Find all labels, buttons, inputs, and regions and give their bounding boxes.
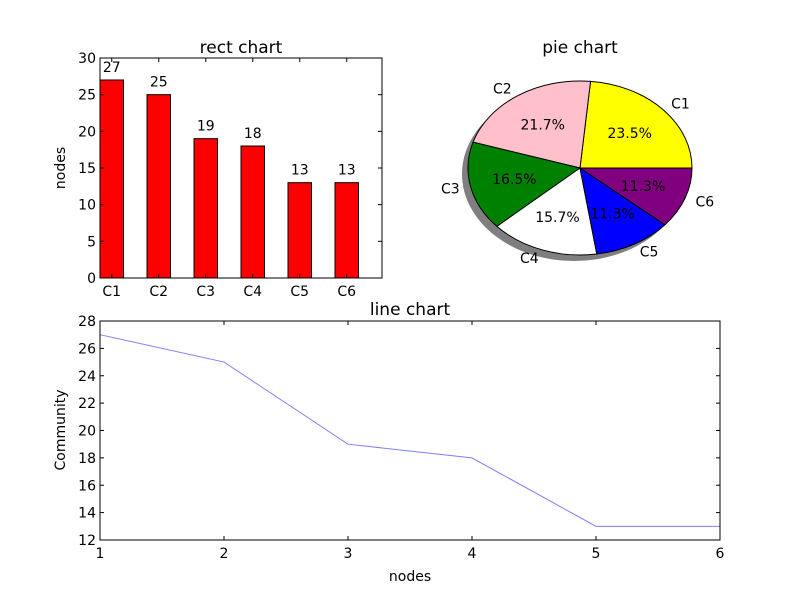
pie-category-label: C2 <box>493 81 512 97</box>
bar-data-label: 27 <box>103 60 121 76</box>
pie-slice-c5 <box>579 166 666 255</box>
pie-percent-label: 16.5% <box>492 172 536 188</box>
bar-ytick-label: 15 <box>78 161 96 177</box>
bar-c2 <box>146 94 171 279</box>
pie-category-label: C3 <box>441 182 460 198</box>
bar-c3 <box>193 138 218 279</box>
bar-xtick-label: C6 <box>337 284 356 300</box>
pie-percent-label: 23.5% <box>607 126 651 142</box>
pie-slice-c4 <box>496 167 598 256</box>
line-ytick-label: 14 <box>78 506 96 522</box>
bar-chart-ylabel: nodes <box>53 147 69 189</box>
bar-ytick-label: 30 <box>78 51 96 67</box>
bar-data-label: 18 <box>244 126 262 142</box>
line-ytick-label: 28 <box>78 314 96 330</box>
pie-slice-c6 <box>578 167 693 226</box>
bar-c5 <box>287 182 312 279</box>
pie-category-label: C6 <box>696 194 715 210</box>
bar-xtick-label: C4 <box>243 284 262 300</box>
bar-c4 <box>240 145 265 279</box>
line-chart-frame <box>99 320 721 541</box>
pie-percent-label: 21.7% <box>521 118 565 134</box>
bar-xtick-label: C2 <box>149 284 168 300</box>
bar-ticks: C1 C2 C3 C4 C5 C6 0 5 10 15 20 25 30 <box>78 51 382 300</box>
pie-category-label: C4 <box>520 251 539 267</box>
bar-ytick-label: 20 <box>78 124 96 140</box>
pie-slice-c1 <box>579 80 693 169</box>
pie-chart: pie chart 23.5% C1 21.7% C2 16.5% C3 15.7% C4 11… <box>441 38 714 267</box>
line-ytick-label: 20 <box>78 424 96 440</box>
pie-slice-c3 <box>467 141 582 227</box>
bar-c6 <box>334 182 359 279</box>
line-ytick-label: 16 <box>78 478 96 494</box>
pie-category-label: C1 <box>671 97 690 113</box>
bar-chart: rect chart nodes 27 25 19 18 13 13 C1 C2 C3 C4 C5… <box>53 38 383 300</box>
pie-category-label: C5 <box>640 245 659 261</box>
pie-slice-c2 <box>472 80 592 169</box>
bar-data-label: 19 <box>197 119 215 135</box>
bar-data-label: 25 <box>150 75 168 91</box>
bar-ytick-label: 5 <box>87 234 96 250</box>
line-ytick-label: 12 <box>78 533 96 549</box>
bar-data-label: 13 <box>291 163 309 179</box>
pie-marks <box>467 80 693 256</box>
bar-xtick-label: C5 <box>290 284 309 300</box>
line-chart-ylabel: Community <box>53 389 69 470</box>
line-ytick-label: 22 <box>78 396 96 412</box>
bar-chart-frame <box>99 57 383 279</box>
line-ytick-label: 24 <box>78 369 96 385</box>
line-chart: line chart nodes Community 1 2 3 4 5 61214161… <box>53 300 725 585</box>
bar-xtick-label: C3 <box>196 284 215 300</box>
bar-ytick-label: 0 <box>87 271 96 287</box>
line-xtick-label: 4 <box>468 546 477 562</box>
line-xtick-label: 2 <box>220 546 229 562</box>
pie-percent-label: 11.3% <box>621 179 665 195</box>
pie-labels: 23.5% C1 21.7% C2 16.5% C3 15.7% C4 11.3% C5 11.3%… <box>441 81 714 267</box>
pie-percent-label: 11.3% <box>590 207 634 223</box>
line-series <box>99 334 720 527</box>
bar-marks: 27 25 19 18 13 13 <box>99 60 359 279</box>
line-chart-title: line chart <box>370 300 451 320</box>
line-xtick-label: 3 <box>344 546 353 562</box>
line-marks <box>99 334 720 527</box>
bar-data-label: 13 <box>338 163 356 179</box>
line-xtick-label: 6 <box>716 546 725 562</box>
pie-percent-label: 15.7% <box>535 210 579 226</box>
pie-chart-title: pie chart <box>542 38 618 58</box>
bar-ytick-label: 25 <box>78 88 96 104</box>
line-xtick-label: 1 <box>96 546 105 562</box>
bar-c1 <box>99 79 124 279</box>
bar-chart-title: rect chart <box>200 38 283 58</box>
line-xtick-label: 5 <box>592 546 601 562</box>
bar-xtick-label: C1 <box>102 284 121 300</box>
line-ytick-label: 26 <box>78 341 96 357</box>
line-ytick-label: 18 <box>78 451 96 467</box>
bar-ytick-label: 10 <box>78 198 96 214</box>
line-chart-xlabel: nodes <box>389 569 431 585</box>
